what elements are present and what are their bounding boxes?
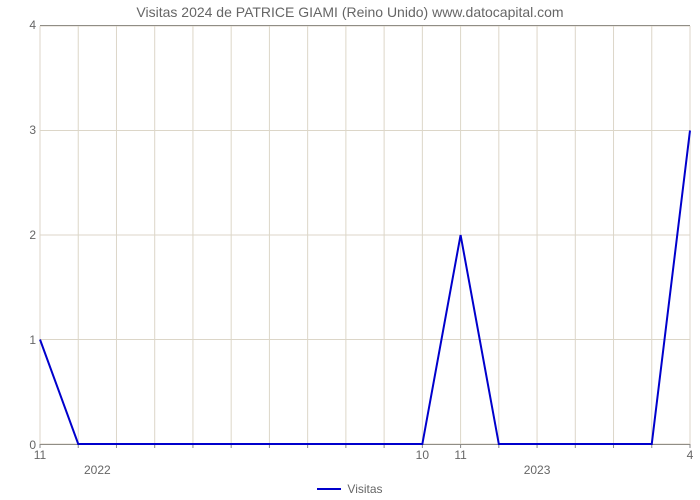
x-tick-year-label: 2022: [84, 463, 111, 477]
y-tick-label: 1: [6, 333, 36, 347]
legend-swatch: [317, 488, 341, 490]
y-tick-label: 2: [6, 228, 36, 242]
plot-area: [40, 25, 690, 445]
legend: Visitas: [0, 482, 700, 496]
x-tick-label: 4: [687, 448, 694, 462]
x-tick-year-label: 2023: [524, 463, 551, 477]
plot-svg: [40, 26, 690, 444]
y-tick-label: 3: [6, 123, 36, 137]
legend-label: Visitas: [347, 482, 382, 496]
x-tick-label: 11: [454, 448, 466, 462]
y-tick-label: 4: [6, 18, 36, 32]
chart-title: Visitas 2024 de PATRICE GIAMI (Reino Uni…: [0, 4, 700, 20]
chart-container: Visitas 2024 de PATRICE GIAMI (Reino Uni…: [0, 0, 700, 500]
x-tick-label: 10: [416, 448, 429, 462]
x-tick-label: 11: [34, 448, 46, 462]
y-tick-label: 0: [6, 438, 36, 452]
